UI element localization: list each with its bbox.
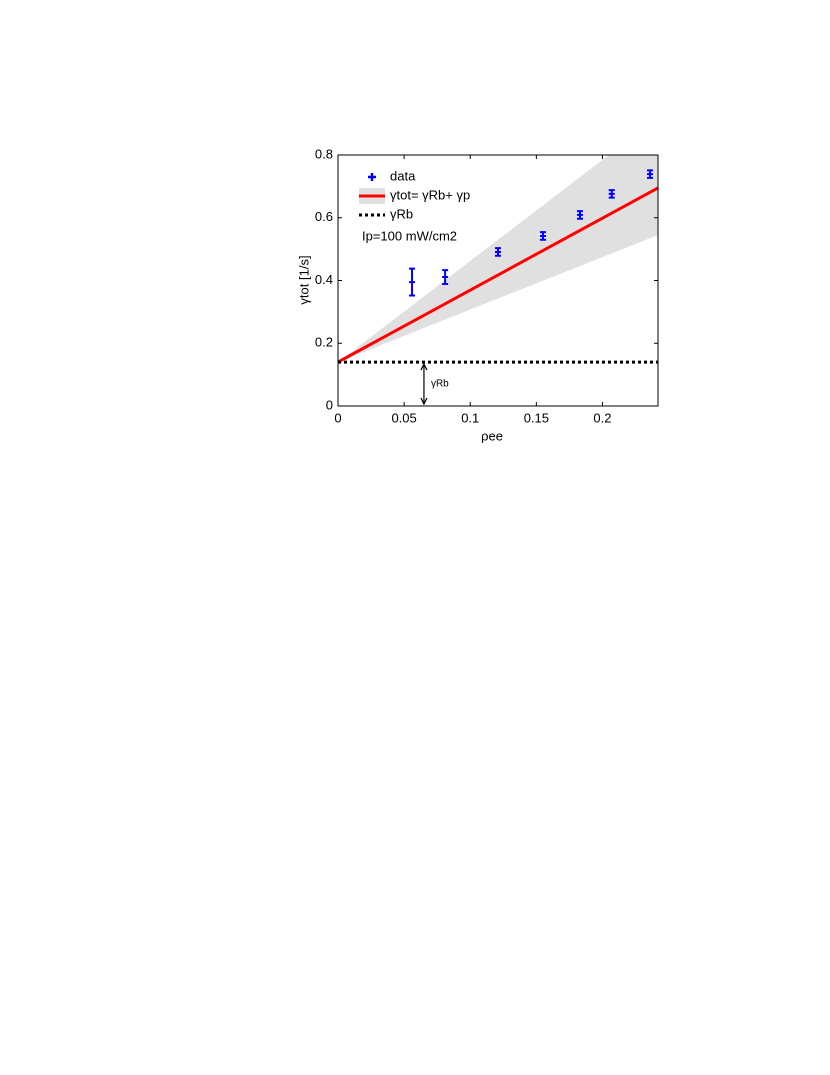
y-tick-label: 0.8 [315,146,333,161]
y-tick-label: 0.6 [315,209,333,224]
annotation: Ip=100 mW/cm2 [362,228,457,243]
confidence-band [338,155,658,363]
x-tick-label: 0.1 [461,410,479,425]
data-point [442,269,449,285]
y-axis-label: γtot [1/s] [296,255,311,304]
y-tick-label: 0 [326,397,333,412]
data-point [539,231,546,241]
legend-label: γtot= γRb+ γp [390,187,470,202]
annotation: γRb [431,379,449,390]
legend-label: γRb [390,206,413,221]
legend-label: data [390,168,416,183]
y-tick-label: 0.4 [315,272,333,287]
data-point [576,210,583,220]
annotation-arrow [420,362,428,406]
y-tick-label: 0.2 [315,335,333,350]
x-tick-label: 0 [334,410,341,425]
plot-area [338,155,658,364]
x-tick-label: 0.2 [593,410,611,425]
legend-marker [368,173,376,181]
x-tick-label: 0.15 [524,410,549,425]
data-point [647,169,654,179]
data-point [409,267,416,297]
data-point [495,247,501,257]
fit-line [338,186,658,364]
x-tick-label: 0.05 [391,410,416,425]
data-point [608,189,615,199]
x-axis-label: ρee [481,428,503,443]
